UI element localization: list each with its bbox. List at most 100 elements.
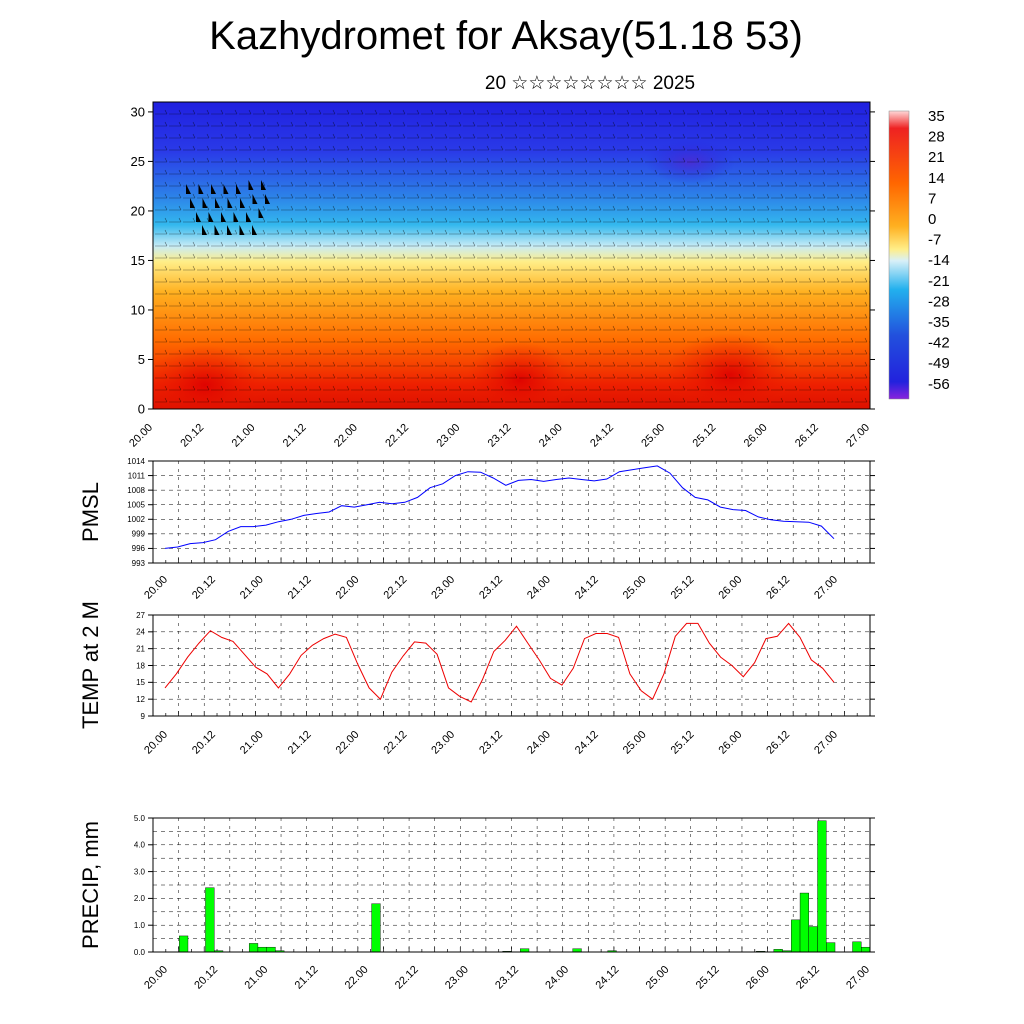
colorbar-label: -56 xyxy=(928,376,950,393)
wind-flag xyxy=(252,225,257,235)
pmsl-x-tick-label: 23.12 xyxy=(477,574,505,602)
precip-bar xyxy=(861,946,871,953)
temp-x-tick-label: 21.00 xyxy=(238,729,266,757)
precip-bar xyxy=(179,935,189,953)
heat-x-tick-label: 23.12 xyxy=(486,422,514,450)
temp-x-tick-label: 21.12 xyxy=(286,729,314,757)
wind-flag xyxy=(215,198,220,208)
heat-y-tick-label: 15 xyxy=(131,253,145,268)
precip-bar xyxy=(266,946,276,953)
temp-x-tick-label: 23.00 xyxy=(429,729,457,757)
colorbar-label: 28 xyxy=(928,129,945,146)
temp-panel: 9 12 15 18 21 24 27 20.00 20.12 21.00 21.12 22.00 2… xyxy=(78,601,875,757)
wind-flag xyxy=(246,212,251,222)
pmsl-x-tick-label: 26.00 xyxy=(716,574,744,602)
precip-x-tick-label: 24.00 xyxy=(543,964,571,992)
wind-flag xyxy=(265,194,270,204)
wind-flag xyxy=(258,208,264,218)
temp-y-tick-label: 24 xyxy=(136,628,145,637)
pmsl-y-tick-label: 999 xyxy=(132,530,146,539)
pmsl-x-tick-label: 24.00 xyxy=(525,574,553,602)
colorbar-label: -7 xyxy=(928,232,941,249)
precip-bar xyxy=(248,943,259,953)
temp-x-tick-label: 20.12 xyxy=(190,729,218,757)
pmsl-x-tick-label: 21.00 xyxy=(238,574,266,602)
pmsl-x-tick-label: 25.00 xyxy=(621,574,649,602)
heat-x-tick-label: 26.00 xyxy=(742,422,770,450)
pmsl-y-tick-label: 1014 xyxy=(127,457,145,466)
heat-y-tick-label: 30 xyxy=(131,104,145,119)
heat-x-tick-label: 22.12 xyxy=(383,422,411,450)
precip-x-tick-label: 24.12 xyxy=(593,964,621,992)
precip-y-tick-label: 0.0 xyxy=(134,948,146,957)
colorbar-label: -49 xyxy=(928,355,950,372)
temp-y-tick-label: 9 xyxy=(141,712,146,721)
precip-x-tick-label: 23.12 xyxy=(493,964,521,992)
wind-flag xyxy=(227,225,232,235)
precip-x-tick-label: 21.12 xyxy=(293,964,321,992)
pmsl-x-tick-label: 20.12 xyxy=(190,574,218,602)
wind-barb-field xyxy=(153,102,870,409)
precip-y-tick-label: 4.0 xyxy=(134,841,146,850)
precip-bar xyxy=(852,941,862,953)
colorbar-label: -42 xyxy=(928,335,950,352)
wind-flag xyxy=(190,198,195,208)
precip-y-tick-label: 2.0 xyxy=(134,894,146,903)
precip-ylabel: PRECIP, mm xyxy=(78,821,103,949)
precip-x-tick-label: 25.12 xyxy=(694,964,722,992)
colorbar-gradient xyxy=(888,110,910,400)
temp-x-tick-label: 25.12 xyxy=(669,729,697,757)
precip-x-tick-label: 23.00 xyxy=(443,964,471,992)
temp-x-tick-label: 20.00 xyxy=(142,729,170,757)
pmsl-y-tick-label: 1002 xyxy=(127,515,145,524)
precip-bar xyxy=(808,926,818,953)
heat-x-tick-label: 25.12 xyxy=(691,422,719,450)
wind-flag xyxy=(221,212,226,222)
pmsl-x-tick-label: 25.12 xyxy=(669,574,697,602)
heat-x-tick-label: 26.12 xyxy=(793,422,821,450)
precip-x-tick-label: 27.00 xyxy=(844,964,872,992)
temp-y-tick-label: 18 xyxy=(136,661,145,670)
pmsl-x-tick-label: 24.12 xyxy=(573,574,601,602)
wind-flag xyxy=(223,184,229,194)
precip-x-tick-label: 20.12 xyxy=(192,964,220,992)
pmsl-x-tick-label: 22.12 xyxy=(381,574,409,602)
pmsl-x-tick-label: 20.00 xyxy=(142,574,170,602)
pmsl-y-tick-label: 996 xyxy=(132,544,146,553)
colorbar-label: -14 xyxy=(928,252,950,269)
heat-x-tick-label: 20.12 xyxy=(178,422,206,450)
temp-x-tick-label: 24.00 xyxy=(525,729,553,757)
pmsl-x-tick-label: 26.12 xyxy=(764,574,792,602)
temp-y-tick-label: 21 xyxy=(136,644,145,653)
wind-flag xyxy=(240,198,245,208)
precip-x-tick-label: 25.00 xyxy=(644,964,672,992)
heat-y-tick-label: 25 xyxy=(131,154,145,169)
pmsl-x-tick-label: 21.12 xyxy=(286,574,314,602)
pmsl-y-tick-label: 993 xyxy=(132,559,146,568)
page-subtitle: 20 ☆☆☆☆☆☆☆☆ 2025 xyxy=(484,73,696,94)
pmsl-y-tick-label: 1008 xyxy=(127,486,145,495)
heat-x-tick-label: 25.00 xyxy=(639,422,667,450)
temp-x-tick-label: 27.00 xyxy=(812,729,840,757)
heat-x-tick-label: 23.00 xyxy=(434,422,462,450)
pmsl-ylabel: PMSL xyxy=(78,482,103,542)
wind-flags xyxy=(186,180,270,235)
colorbar-label: 14 xyxy=(928,170,945,187)
pmsl-panel: 993 996 999 1002 1005 1008 1011 1014 20.00 20.12… xyxy=(78,457,875,602)
precip-y-tick-label: 3.0 xyxy=(134,867,146,876)
precip-bar xyxy=(817,820,827,953)
colorbar: 35 28 21 14 7 0 -7 -14 -21 -28 -35 -42 -49 -56 xyxy=(888,108,950,400)
precip-bar xyxy=(791,919,801,953)
wind-flag xyxy=(208,212,214,222)
pmsl-y-tick-label: 1011 xyxy=(128,471,146,480)
page-title: Kazhydromet for Aksay(51.18 53) xyxy=(209,14,803,58)
colorbar-label: -21 xyxy=(928,273,950,290)
precip-frame-top xyxy=(152,817,871,953)
cross-section-panel: 0 5 10 15 20 25 30 20.00 20.12 21.00 21.12 22.00 22… xyxy=(127,101,875,450)
heat-y-tick-label: 0 xyxy=(138,402,145,417)
heat-y-tick-label: 20 xyxy=(131,203,145,218)
precip-x-tick-label: 26.12 xyxy=(794,964,822,992)
precip-y-tick-label: 5.0 xyxy=(134,814,146,823)
heat-x-tick-label: 27.00 xyxy=(844,422,872,450)
